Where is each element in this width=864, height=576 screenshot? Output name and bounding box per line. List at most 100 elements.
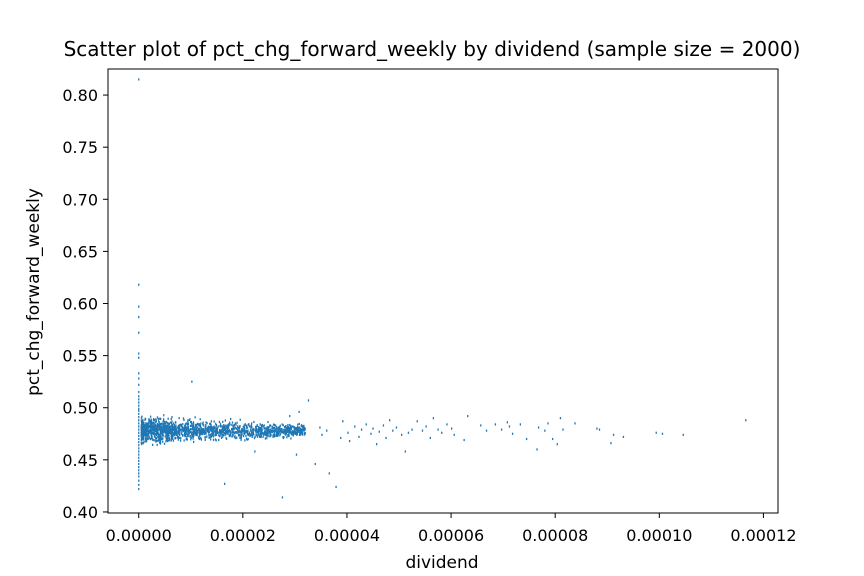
scatter-point [148,431,150,434]
scatter-point [152,426,155,430]
scatter-point [167,427,169,430]
scatter-point [258,433,260,436]
scatter-point [239,425,241,428]
scatter-point [158,424,161,428]
scatter-point [208,428,210,431]
scatter-point [138,472,140,475]
scatter-point [186,435,188,438]
scatter-point [160,425,162,429]
scatter-point [138,419,140,422]
scatter-point [253,437,256,440]
scatter-point [186,438,188,441]
scatter-point [265,432,267,436]
scatter-point [179,428,181,431]
scatter-point [192,432,195,435]
scatter-point [180,423,182,426]
scatter-point [172,432,175,435]
scatter-point [144,436,147,439]
scatter-point [273,435,276,438]
scatter-point [181,430,183,433]
scatter-point [174,425,176,429]
y-tick-label: 0.40 [62,503,98,522]
scatter-point [255,426,257,429]
scatter-point [157,439,159,442]
scatter-point [219,430,221,433]
scatter-point [281,423,283,426]
scatter-point [162,424,164,427]
scatter-point [169,421,172,424]
scatter-point [192,435,195,438]
scatter-point [159,434,162,437]
scatter-point [185,438,187,441]
scatter-point [150,428,152,431]
scatter-point [215,426,217,429]
scatter-point [151,426,153,429]
scatter-point [500,428,503,431]
scatter-point [286,436,288,439]
scatter-point [160,428,162,431]
scatter-point [168,432,170,435]
scatter-point [198,436,200,439]
scatter-point [229,430,231,433]
scatter-point [682,433,684,436]
scatter-point [295,428,297,431]
scatter-point [156,416,159,419]
scatter-point [378,430,380,433]
scatter-point [172,439,175,442]
scatter-point [229,423,231,426]
scatter-point [190,424,192,428]
scatter-point [228,421,231,424]
scatter-point [166,438,168,441]
scatter-point [372,427,374,430]
scatter-point [231,428,233,431]
scatter-point [225,436,227,440]
scatter-point [146,435,148,438]
scatter-point [225,430,227,433]
scatter-point [200,426,202,430]
scatter-point [148,421,150,424]
scatter-point [228,428,230,431]
scatter-point [149,438,152,441]
scatter-point [200,432,202,436]
scatter-point [202,424,205,427]
scatter-point [182,430,185,433]
scatter-point [267,430,269,433]
scatter-point [525,437,528,441]
scatter-point [177,429,179,432]
scatter-point [240,438,242,441]
y-tick-label: 0.60 [62,295,98,314]
scatter-point [286,430,289,433]
scatter-point [195,426,197,429]
scatter-point [425,425,427,428]
scatter-point [177,424,180,427]
scatter-point [141,423,143,426]
scatter-point [269,424,272,427]
scatter-point [150,422,152,425]
scatter-point [163,414,165,417]
scatter-point [215,433,218,436]
scatter-point [209,434,211,437]
scatter-point [260,435,263,438]
scatter-point [270,433,272,437]
scatter-point [171,423,173,427]
scatter-point [196,426,199,429]
scatter-point [288,433,290,436]
scatter-point [198,430,201,433]
scatter-point [220,436,223,439]
scatter-point [303,424,305,428]
scatter-point [275,424,277,427]
scatter-point [441,431,443,434]
scatter-point [265,431,267,434]
scatter-point [277,433,280,436]
scatter-point [220,429,223,432]
scatter-point [176,433,178,436]
scatter-point [138,456,140,459]
scatter-point [155,433,158,437]
scatter-point [277,426,280,429]
scatter-point [157,432,159,435]
scatter-point [221,434,224,437]
scatter-point [147,424,149,427]
scatter-point [235,423,237,426]
scatter-point [154,426,156,429]
